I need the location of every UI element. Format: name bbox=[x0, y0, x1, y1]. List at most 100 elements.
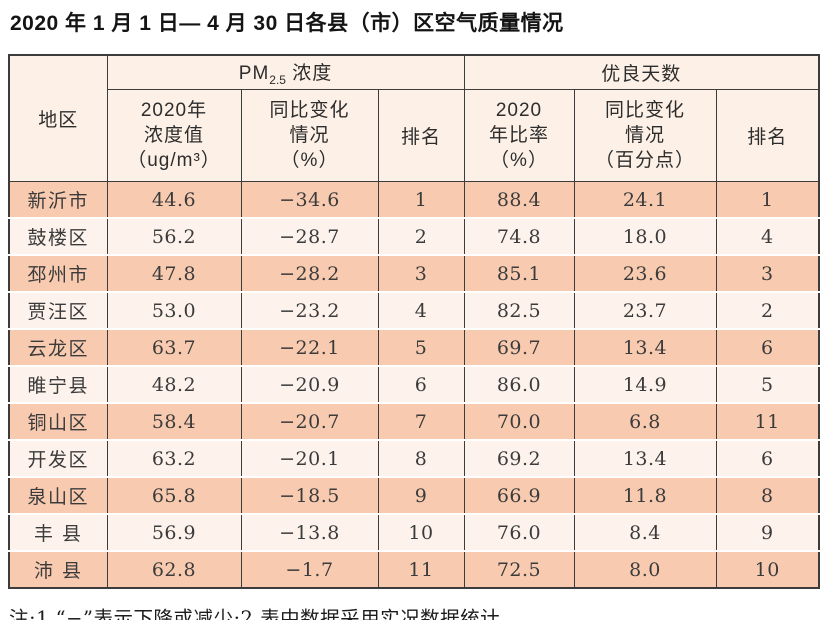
good-change-cell: 18.0 bbox=[573, 217, 717, 256]
good-rank-cell: 9 bbox=[715, 513, 820, 552]
good-rank-cell: 6 bbox=[715, 439, 820, 478]
table-note: 注:1.“−”表示下降或减少;2.表中数据采用实况数据统计。 bbox=[9, 607, 521, 620]
pm-change-cell: −23.2 bbox=[240, 291, 379, 330]
table-body: 新沂市 44.6 −34.6 1 88.4 24.1 1 鼓楼区 56.2 −28.7 2 74.8 1… bbox=[8, 181, 820, 589]
region-cell: 丰 县 bbox=[8, 513, 108, 552]
table-row: 开发区 63.2 −20.1 8 69.2 13.4 6 bbox=[8, 439, 820, 478]
good-rate-cell: 70.0 bbox=[463, 402, 575, 441]
pm-value-cell: 62.8 bbox=[106, 550, 242, 589]
good-rate-cell: 82.5 bbox=[463, 291, 575, 330]
pm-change-cell: −20.9 bbox=[240, 365, 379, 404]
pm25-label-prefix: PM bbox=[238, 63, 270, 85]
pm-change-cell: −18.5 bbox=[240, 476, 379, 515]
col-header-region: 地区 bbox=[8, 54, 108, 183]
pm-value-cell: 65.8 bbox=[106, 476, 242, 515]
good-rank-cell: 2 bbox=[715, 291, 820, 330]
region-cell: 沛 县 bbox=[8, 550, 108, 589]
pm-value-cell: 47.8 bbox=[106, 254, 242, 293]
pm-rank-cell: 10 bbox=[377, 513, 465, 552]
pm-rank-cell: 9 bbox=[377, 476, 465, 515]
pm-change-cell: −28.2 bbox=[240, 254, 379, 293]
good-rate-cell: 69.2 bbox=[463, 439, 575, 478]
good-rank-cell: 11 bbox=[715, 402, 820, 441]
good-change-cell: 6.8 bbox=[573, 402, 717, 441]
pm-rank-cell: 6 bbox=[377, 365, 465, 404]
good-change-cell: 8.4 bbox=[573, 513, 717, 552]
good-rank-cell: 10 bbox=[715, 550, 820, 589]
table-row: 睢宁县 48.2 −20.9 6 86.0 14.9 5 bbox=[8, 365, 820, 404]
pm25-label-suffix: 浓度 bbox=[285, 63, 333, 85]
header-group-row: 地区 PM2.5 浓度 优良天数 bbox=[8, 54, 820, 183]
good-change-cell: 13.4 bbox=[573, 328, 717, 367]
pm-change-cell: −34.6 bbox=[240, 181, 379, 219]
pm-change-cell: −13.8 bbox=[240, 513, 379, 552]
pm-rank-cell: 2 bbox=[377, 217, 465, 256]
good-rate-cell: 74.8 bbox=[463, 217, 575, 256]
table-row: 泉山区 65.8 −18.5 9 66.9 11.8 8 bbox=[8, 476, 820, 515]
good-rank-cell: 3 bbox=[715, 254, 820, 293]
col-header-pm-rank: 排名 bbox=[377, 89, 465, 183]
region-cell: 睢宁县 bbox=[8, 365, 108, 404]
pm-rank-cell: 5 bbox=[377, 328, 465, 367]
good-rate-cell: 72.5 bbox=[463, 550, 575, 589]
table-row: 云龙区 63.7 −22.1 5 69.7 13.4 6 bbox=[8, 328, 820, 367]
pm-change-cell: −20.7 bbox=[240, 402, 379, 441]
good-change-cell: 24.1 bbox=[573, 181, 717, 219]
col-header-good-rank: 排名 bbox=[715, 89, 820, 183]
pm-rank-cell: 8 bbox=[377, 439, 465, 478]
pm-value-cell: 56.9 bbox=[106, 513, 242, 552]
table-row: 新沂市 44.6 −34.6 1 88.4 24.1 1 bbox=[8, 181, 820, 219]
region-cell: 鼓楼区 bbox=[8, 217, 108, 256]
pm25-label-subscript: 2.5 bbox=[269, 73, 286, 88]
pm-change-cell: −22.1 bbox=[240, 328, 379, 367]
table-row: 丰 县 56.9 −13.8 10 76.0 8.4 9 bbox=[8, 513, 820, 552]
pm-rank-cell: 7 bbox=[377, 402, 465, 441]
table-header: 地区 PM2.5 浓度 优良天数 2020年 浓度值 （ug/m³） 同比变化 … bbox=[8, 54, 820, 183]
good-change-cell: 11.8 bbox=[573, 476, 717, 515]
pm-rank-cell: 1 bbox=[377, 181, 465, 219]
good-rank-cell: 6 bbox=[715, 328, 820, 367]
pm-rank-cell: 3 bbox=[377, 254, 465, 293]
col-group-good-days: 优良天数 bbox=[463, 54, 820, 91]
good-change-cell: 23.7 bbox=[573, 291, 717, 330]
table-row: 邳州市 47.8 −28.2 3 85.1 23.6 3 bbox=[8, 254, 820, 293]
col-header-good-change: 同比变化 情况 （百分点） bbox=[573, 89, 717, 183]
pm-value-cell: 53.0 bbox=[106, 291, 242, 330]
region-cell: 新沂市 bbox=[8, 181, 108, 219]
col-header-pm-value: 2020年 浓度值 （ug/m³） bbox=[106, 89, 242, 183]
pm-value-cell: 56.2 bbox=[106, 217, 242, 256]
col-group-pm25: PM2.5 浓度 bbox=[106, 54, 465, 91]
table-row: 贾汪区 53.0 −23.2 4 82.5 23.7 2 bbox=[8, 291, 820, 330]
good-rank-cell: 1 bbox=[715, 181, 820, 219]
pm-value-cell: 48.2 bbox=[106, 365, 242, 404]
good-rate-cell: 86.0 bbox=[463, 365, 575, 404]
good-rank-cell: 5 bbox=[715, 365, 820, 404]
page-title: 2020 年 1 月 1 日— 4 月 30 日各县（市）区空气质量情况 bbox=[10, 12, 564, 35]
region-cell: 泉山区 bbox=[8, 476, 108, 515]
col-header-good-rate: 2020 年比率 （%） bbox=[463, 89, 575, 183]
good-change-cell: 8.0 bbox=[573, 550, 717, 589]
good-rate-cell: 66.9 bbox=[463, 476, 575, 515]
region-cell: 铜山区 bbox=[8, 402, 108, 441]
col-header-pm-change: 同比变化 情况 （%） bbox=[240, 89, 379, 183]
pm-rank-cell: 11 bbox=[377, 550, 465, 589]
pm-change-cell: −20.1 bbox=[240, 439, 379, 478]
header-sub-row: 2020年 浓度值 （ug/m³） 同比变化 情况 （%） 排名 2020 年比… bbox=[9, 89, 820, 183]
good-rank-cell: 8 bbox=[715, 476, 820, 515]
good-rank-cell: 4 bbox=[715, 217, 820, 256]
air-quality-table: 地区 PM2.5 浓度 优良天数 2020年 浓度值 （ug/m³） 同比变化 … bbox=[8, 54, 821, 590]
table-row: 鼓楼区 56.2 −28.7 2 74.8 18.0 4 bbox=[8, 217, 820, 256]
table-row: 沛 县 62.8 −1.7 11 72.5 8.0 10 bbox=[8, 550, 820, 589]
region-cell: 开发区 bbox=[8, 439, 108, 478]
region-cell: 邳州市 bbox=[8, 254, 108, 293]
good-rate-cell: 76.0 bbox=[463, 513, 575, 552]
region-cell: 贾汪区 bbox=[8, 291, 108, 330]
pm-value-cell: 44.6 bbox=[106, 181, 242, 219]
good-change-cell: 23.6 bbox=[573, 254, 717, 293]
pm-value-cell: 63.7 bbox=[106, 328, 242, 367]
good-rate-cell: 85.1 bbox=[463, 254, 575, 293]
pm-change-cell: −28.7 bbox=[240, 217, 379, 256]
pm-value-cell: 63.2 bbox=[106, 439, 242, 478]
table-row: 铜山区 58.4 −20.7 7 70.0 6.8 11 bbox=[8, 402, 820, 441]
